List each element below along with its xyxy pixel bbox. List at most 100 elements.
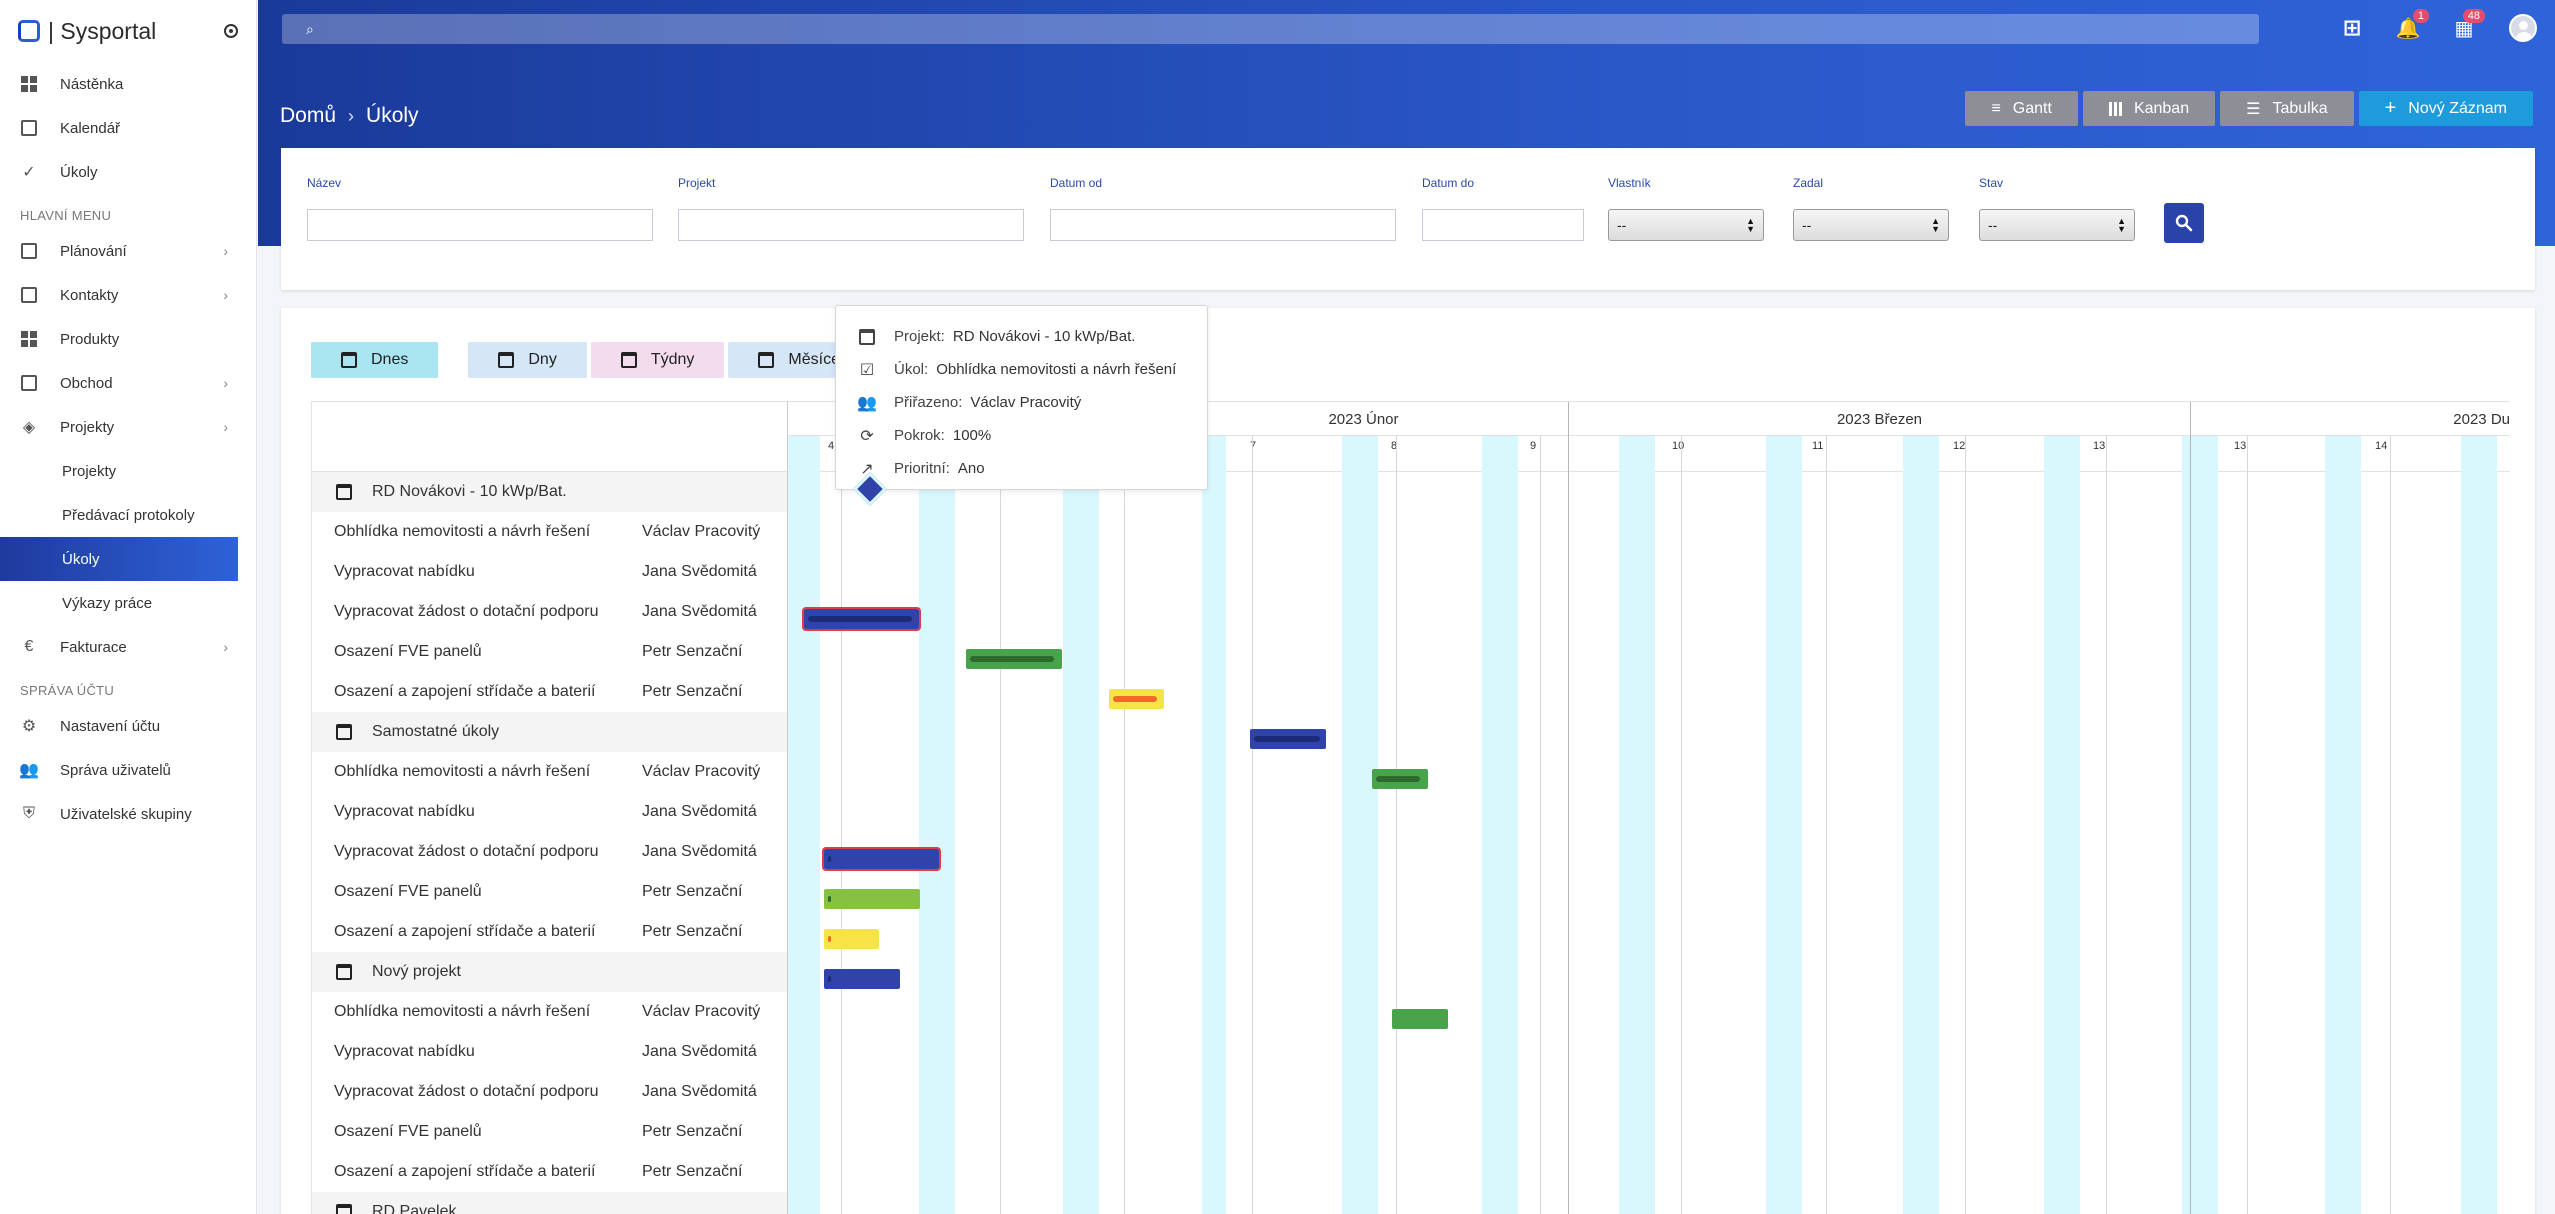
sidebar-item-label: Uživatelské skupiny (60, 805, 192, 823)
task-bar[interactable] (1392, 1009, 1448, 1029)
sidebar-subitem-handover-protocols[interactable]: Předávací protokoly (0, 493, 256, 537)
sidebar-item-label: Úkoly (60, 163, 98, 181)
sidebar-item-account-settings[interactable]: ⚙ Nastavení účtu (0, 704, 256, 748)
sidebar-item-billing[interactable]: € Fakturace › (0, 625, 256, 669)
today-button[interactable]: Dnes (311, 342, 439, 378)
day-label: 4 (828, 440, 835, 452)
task-row[interactable]: Vypracovat nabídku Jana Svědomitá (312, 1032, 787, 1072)
grid-line (2247, 436, 2248, 1214)
tooltip-progress-row: ⟳ Pokrok: 100% (858, 419, 1185, 452)
account-heading: SPRÁVA ÚČTU (20, 683, 115, 698)
task-row[interactable]: Obhlídka nemovitosti a návrh řešení Václa… (312, 512, 787, 552)
task-bar[interactable] (1250, 729, 1326, 749)
view-switcher: ≡ Gantt Kanban ☰ Tabulka + Nový Záznam (1965, 91, 2533, 126)
task-bar[interactable] (966, 649, 1062, 669)
date-to-input[interactable] (1422, 209, 1584, 241)
task-bar[interactable] (822, 847, 941, 871)
project-row[interactable]: Samostatné úkoly (312, 712, 787, 752)
calendar-icon (498, 352, 515, 368)
sidebar-item-label: Projekty (60, 418, 115, 436)
task-row[interactable]: Osazení FVE panelů Petr Senzační (312, 1112, 787, 1152)
days-scale-button[interactable]: Dny (468, 342, 587, 378)
kanban-view-button[interactable]: Kanban (2082, 91, 2216, 126)
task-row[interactable]: Osazení a zapojení střídače a baterií Pet… (312, 912, 787, 952)
kanban-label: Kanban (2133, 99, 2190, 117)
project-row[interactable]: Nový projekt (312, 952, 787, 992)
sidebar-item-label: Úkoly (62, 550, 100, 568)
status-select[interactable]: -- ▲ ▼ (1979, 209, 2135, 241)
select-arrows-icon: ▲ ▼ (1746, 216, 1755, 234)
calendar-icon (336, 484, 352, 500)
date-from-input[interactable] (1050, 209, 1396, 241)
sidebar-subitem-tasks[interactable]: Úkoly (0, 537, 238, 581)
tooltip-assigned-value: Václav Pracovitý (970, 394, 1082, 411)
task-row[interactable]: Vypracovat nabídku Jana Svědomitá (312, 792, 787, 832)
contacts-icon (20, 286, 38, 304)
task-row[interactable]: Osazení a zapojení střídače a baterií Pet… (312, 672, 787, 712)
task-name: Osazení a zapojení střídače a baterií (334, 923, 596, 940)
project-row[interactable]: RD Pavelek (312, 1192, 787, 1214)
tooltip-priority-value: Ano (957, 460, 985, 477)
assigned-by-select[interactable]: -- ▲ ▼ (1793, 209, 1949, 241)
calendar-events-icon[interactable]: ▦ 48 (2453, 9, 2485, 40)
global-search[interactable]: ⌕ (282, 14, 2259, 44)
briefcase-icon (20, 374, 38, 392)
task-assignee: Petr Senzační (642, 1163, 743, 1180)
project-row[interactable]: RD Novákovi - 10 kWp/Bat. (312, 472, 787, 512)
gantt-view-button[interactable]: ≡ Gantt (1965, 91, 2078, 126)
add-icon[interactable]: ⊞ (2342, 15, 2362, 40)
sidebar-item-contacts[interactable]: Kontakty › (0, 273, 256, 317)
owner-select[interactable]: -- ▲ ▼ (1608, 209, 1764, 241)
filter-search-button[interactable] (2164, 203, 2204, 243)
plus-icon: + (2384, 97, 2397, 119)
sidebar-item-user-management[interactable]: 👥 Správa uživatelů (0, 748, 256, 792)
task-bar[interactable] (824, 889, 920, 909)
brand[interactable]: | Sysportal (0, 0, 256, 62)
task-row[interactable]: Osazení FVE panelů Petr Senzační (312, 872, 787, 912)
assigned-by-filter-label: Zadal (1793, 176, 1824, 190)
task-row[interactable]: Osazení a zapojení střídače a baterií Pet… (312, 1152, 787, 1192)
search-input[interactable] (313, 21, 2259, 37)
task-bar[interactable] (1109, 689, 1164, 709)
tooltip-assigned-row: 👥 Přiřazeno: Václav Pracovitý (857, 386, 1185, 419)
sidebar-subitem-work-reports[interactable]: Výkazy práce (0, 581, 256, 625)
breadcrumb-home[interactable]: Domů (280, 104, 337, 127)
people-icon: 👥 (857, 394, 877, 412)
task-bar[interactable] (824, 929, 879, 949)
avatar[interactable] (2509, 14, 2537, 42)
table-view-button[interactable]: ☰ Tabulka (2220, 91, 2354, 126)
check-icon: ✓ (22, 164, 36, 181)
notifications-bell-icon[interactable]: 🔔 1 (2396, 9, 2429, 40)
grid-line (1681, 436, 1682, 1214)
task-row[interactable]: Obhlídka nemovitosti a návrh řešení Václa… (312, 992, 787, 1032)
task-bar[interactable] (802, 607, 921, 631)
project-filter-input[interactable] (678, 209, 1024, 241)
task-name: Osazení FVE panelů (334, 883, 482, 900)
grid-line (1540, 436, 1541, 1214)
sidebar-item-dashboard[interactable]: Nástěnka (0, 62, 256, 106)
weeks-scale-button[interactable]: Týdny (590, 342, 725, 378)
sidebar-item-products[interactable]: Produkty (0, 317, 256, 361)
sidebar-item-user-groups[interactable]: ⛨ Uživatelské skupiny (0, 792, 256, 836)
task-row[interactable]: Vypracovat nabídku Jana Svědomitá (312, 552, 787, 592)
task-row[interactable]: Vypracovat žádost o dotační podporu Jana … (312, 592, 787, 632)
task-bar[interactable] (1372, 769, 1428, 789)
task-row[interactable]: Vypracovat žádost o dotační podporu Jana … (312, 1072, 787, 1112)
project-name: RD Novákovi - 10 kWp/Bat. (372, 483, 567, 500)
new-record-button[interactable]: + Nový Záznam (2358, 91, 2533, 126)
sidebar-item-planning[interactable]: Plánování › (0, 229, 256, 273)
sidebar-subitem-projects[interactable]: Projekty (0, 449, 256, 493)
sidebar-toggle-icon[interactable] (224, 24, 238, 38)
sidebar-item-calendar[interactable]: Kalendář (0, 106, 256, 150)
status-select-value: -- (1988, 217, 1998, 233)
sidebar-item-tasks[interactable]: ✓ Úkoly (0, 150, 256, 194)
name-filter-input[interactable] (307, 209, 653, 241)
today-label: Dnes (371, 351, 409, 368)
task-row[interactable]: Obhlídka nemovitosti a návrh řešení Václa… (312, 752, 787, 792)
task-bar[interactable] (824, 969, 900, 989)
sidebar-item-projects[interactable]: ◈ Projekty › (0, 405, 256, 449)
task-row[interactable]: Vypracovat žádost o dotační podporu Jana … (312, 832, 787, 872)
sidebar-item-business[interactable]: Obchod › (0, 361, 256, 405)
task-row[interactable]: Osazení FVE panelů Petr Senzační (312, 632, 787, 672)
task-assignee: Petr Senzační (642, 643, 743, 660)
